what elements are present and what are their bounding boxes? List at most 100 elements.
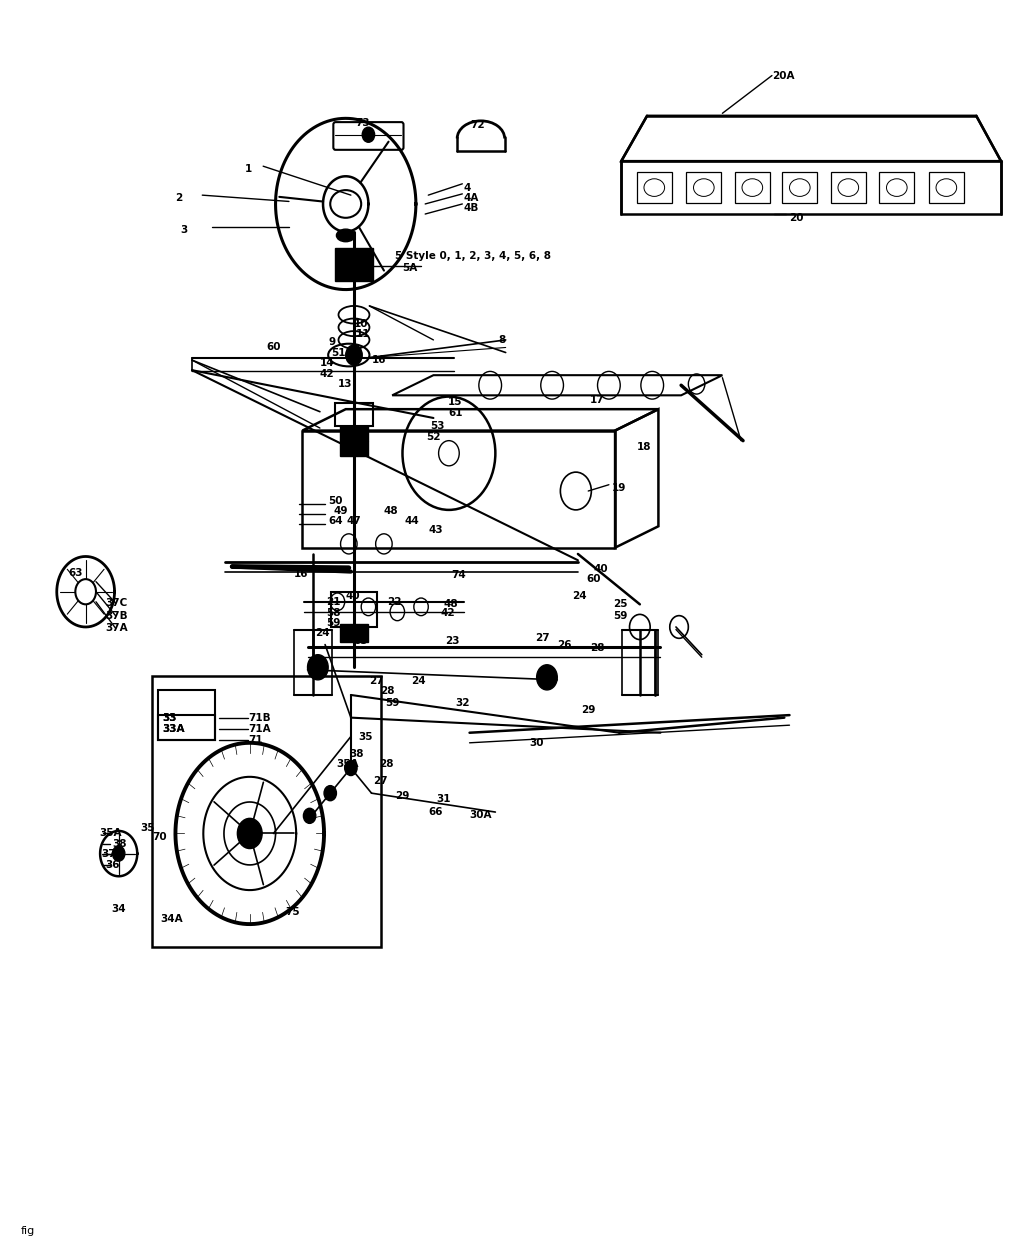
Text: 71B: 71B bbox=[249, 713, 271, 723]
Text: 33: 33 bbox=[162, 713, 176, 723]
Text: 73: 73 bbox=[355, 118, 369, 128]
Text: 11: 11 bbox=[356, 329, 370, 339]
Text: 16: 16 bbox=[294, 569, 309, 579]
Text: 47: 47 bbox=[347, 516, 361, 526]
Text: 27: 27 bbox=[374, 776, 388, 786]
Bar bbox=[782, 172, 817, 203]
Text: 17: 17 bbox=[590, 395, 605, 405]
Text: 66: 66 bbox=[428, 807, 443, 817]
Text: 25: 25 bbox=[613, 599, 627, 609]
Text: 75: 75 bbox=[285, 906, 299, 917]
Text: 65: 65 bbox=[353, 636, 367, 646]
Text: 48: 48 bbox=[444, 599, 458, 609]
Text: 35: 35 bbox=[358, 731, 373, 742]
Ellipse shape bbox=[336, 229, 355, 242]
Text: 31: 31 bbox=[437, 794, 451, 805]
Circle shape bbox=[308, 655, 328, 680]
Text: 59: 59 bbox=[613, 611, 627, 621]
Text: 35A: 35A bbox=[99, 828, 122, 838]
Circle shape bbox=[346, 345, 362, 365]
Text: 4: 4 bbox=[463, 183, 471, 193]
Bar bbox=[158, 690, 215, 740]
Text: 30: 30 bbox=[529, 738, 544, 748]
Text: 33A: 33A bbox=[162, 724, 185, 734]
Bar bbox=[335, 248, 373, 281]
Text: 37: 37 bbox=[101, 849, 116, 859]
Text: 71A: 71A bbox=[249, 724, 271, 734]
Bar bbox=[340, 441, 368, 456]
Text: 60: 60 bbox=[586, 574, 601, 584]
Text: 37A: 37A bbox=[105, 623, 128, 633]
Text: 21: 21 bbox=[326, 597, 341, 607]
Text: 51: 51 bbox=[331, 347, 346, 358]
Text: 70: 70 bbox=[153, 832, 167, 842]
Text: 52: 52 bbox=[426, 432, 441, 442]
Bar bbox=[929, 172, 964, 203]
Text: 20: 20 bbox=[789, 213, 804, 223]
Text: 63: 63 bbox=[68, 568, 83, 578]
Ellipse shape bbox=[330, 190, 361, 218]
Text: 28: 28 bbox=[380, 686, 394, 696]
Text: 24: 24 bbox=[411, 676, 425, 686]
Text: 18: 18 bbox=[637, 442, 651, 452]
Text: 3: 3 bbox=[181, 225, 188, 235]
Text: 14: 14 bbox=[320, 358, 334, 368]
Circle shape bbox=[303, 808, 316, 823]
Bar bbox=[335, 403, 373, 426]
Text: 10: 10 bbox=[354, 319, 368, 329]
Text: 24: 24 bbox=[572, 590, 586, 601]
Text: 50: 50 bbox=[328, 496, 343, 506]
Text: 2: 2 bbox=[175, 193, 183, 203]
Text: 42: 42 bbox=[441, 608, 455, 618]
Bar bbox=[152, 676, 381, 947]
Circle shape bbox=[362, 127, 375, 142]
Text: 27: 27 bbox=[536, 633, 550, 643]
Text: 29: 29 bbox=[395, 791, 410, 801]
Text: 28: 28 bbox=[590, 643, 605, 653]
Text: 8: 8 bbox=[498, 335, 506, 345]
Text: 36: 36 bbox=[105, 860, 120, 870]
Text: 35: 35 bbox=[140, 823, 155, 833]
Text: 43: 43 bbox=[428, 525, 443, 535]
Text: 5A: 5A bbox=[402, 263, 418, 273]
Text: 59: 59 bbox=[326, 618, 341, 628]
Text: 32: 32 bbox=[455, 697, 470, 708]
Text: 60: 60 bbox=[266, 342, 281, 353]
Text: 34A: 34A bbox=[160, 914, 183, 924]
Text: 53: 53 bbox=[430, 421, 445, 431]
Text: 71: 71 bbox=[249, 735, 263, 745]
Text: 72: 72 bbox=[471, 120, 485, 130]
Text: 58: 58 bbox=[326, 608, 341, 618]
Text: 37B: 37B bbox=[105, 611, 128, 621]
Text: 22: 22 bbox=[387, 597, 401, 607]
Bar bbox=[340, 624, 368, 642]
Text: 64: 64 bbox=[328, 516, 343, 526]
Text: 74: 74 bbox=[451, 570, 465, 580]
Text: 33: 33 bbox=[162, 713, 176, 723]
Text: 15: 15 bbox=[448, 397, 462, 407]
Bar bbox=[831, 172, 866, 203]
Text: 9: 9 bbox=[328, 337, 335, 347]
Bar bbox=[158, 715, 215, 740]
Text: 35A: 35A bbox=[336, 759, 359, 769]
Text: 1: 1 bbox=[245, 164, 252, 174]
Text: 30A: 30A bbox=[470, 810, 492, 820]
Text: 59: 59 bbox=[385, 697, 399, 708]
Text: 28: 28 bbox=[379, 759, 393, 769]
Circle shape bbox=[75, 579, 96, 604]
Text: 23: 23 bbox=[445, 636, 459, 646]
Bar bbox=[637, 172, 672, 203]
Text: 40: 40 bbox=[346, 590, 360, 601]
Circle shape bbox=[345, 760, 357, 776]
Text: 49: 49 bbox=[333, 506, 348, 516]
Bar bbox=[331, 592, 377, 627]
Text: 37C: 37C bbox=[105, 598, 128, 608]
Bar bbox=[879, 172, 914, 203]
Bar bbox=[735, 172, 770, 203]
Text: 29: 29 bbox=[581, 705, 595, 715]
Text: 40: 40 bbox=[593, 564, 608, 574]
Text: 24: 24 bbox=[315, 628, 329, 638]
Text: 33A: 33A bbox=[162, 724, 185, 734]
Text: 4A: 4A bbox=[463, 193, 479, 203]
Text: 48: 48 bbox=[384, 506, 398, 516]
